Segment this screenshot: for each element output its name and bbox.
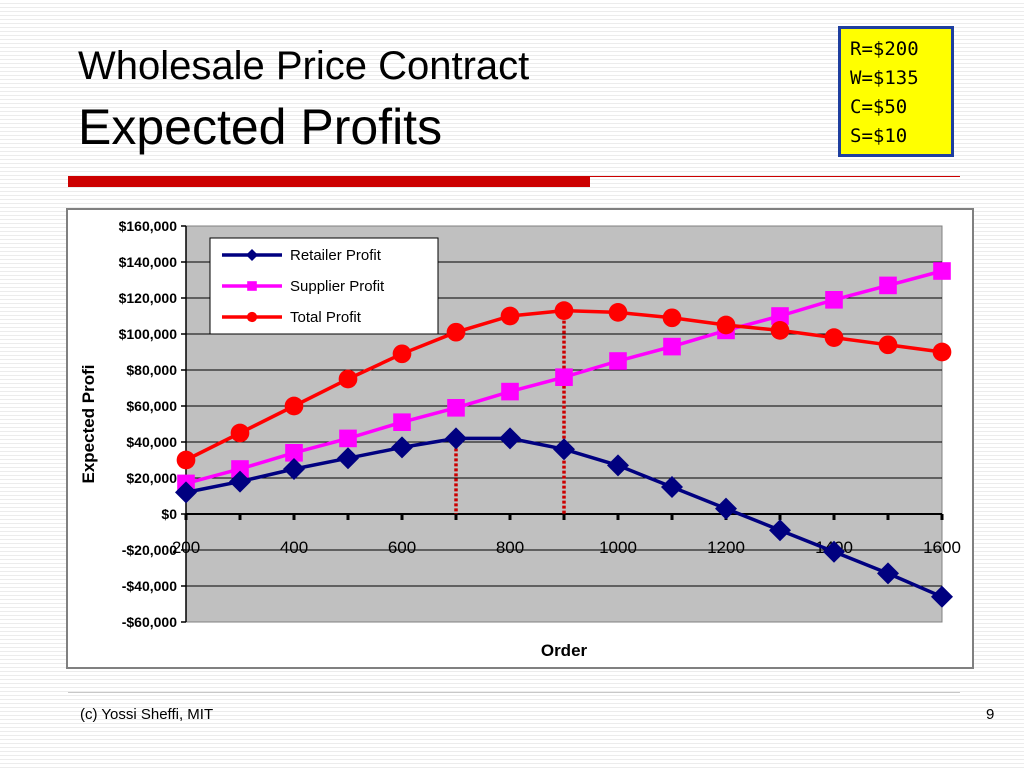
data-point: [933, 262, 951, 280]
x-tick-label: 1600: [923, 538, 961, 557]
page-number: 9: [986, 706, 995, 723]
data-point: [554, 301, 574, 320]
data-point: [555, 368, 573, 386]
y-tick-label: $20,000: [126, 470, 177, 486]
slide-title-line2: Expected Profits: [78, 99, 443, 155]
y-tick-label: $60,000: [126, 398, 177, 414]
data-point: [609, 352, 627, 370]
data-point: [284, 396, 304, 416]
chart-frame: $160,000 $140,000 $120,000 $100,000 $80,000 $…: [66, 208, 974, 669]
data-point: [877, 562, 899, 585]
data-point: [769, 519, 791, 542]
data-point: [823, 540, 845, 563]
data-point: [878, 335, 898, 355]
y-tick-label: -$60,000: [122, 614, 177, 630]
data-point: [176, 450, 196, 470]
footer-divider: [68, 692, 960, 693]
y-tick-label: $80,000: [126, 362, 177, 378]
y-tick-label: $100,000: [119, 326, 178, 342]
data-point: [716, 315, 736, 335]
data-point: [553, 438, 575, 461]
data-point: [393, 413, 411, 431]
y-axis-title: Expected Profi: [79, 364, 98, 483]
data-point: [663, 337, 681, 356]
legend-label: Supplier Profit: [290, 278, 385, 295]
data-point: [661, 476, 683, 498]
x-axis-title: Order: [541, 641, 588, 660]
data-point: [446, 322, 466, 342]
y-tick-label: $160,000: [119, 218, 178, 234]
data-point: [608, 303, 628, 322]
title-underline-thick: [68, 176, 590, 187]
y-tick-label: -$40,000: [122, 578, 177, 594]
data-point: [771, 307, 789, 325]
data-point: [715, 497, 737, 520]
data-point: [824, 328, 844, 347]
data-point: [229, 470, 251, 493]
data-point: [447, 399, 465, 417]
data-point: [770, 321, 790, 340]
data-point: [231, 460, 249, 478]
data-point: [445, 427, 467, 450]
parameters-box: R=$200 W=$135 C=$50 S=$10: [838, 26, 954, 157]
data-point: [337, 447, 359, 470]
data-point: [825, 291, 843, 309]
data-point: [338, 369, 358, 389]
param-cost: C=$50: [850, 96, 908, 118]
footer-credit: (c) Yossi Sheffi, MIT: [80, 706, 214, 723]
data-point: [392, 344, 412, 364]
data-point: [500, 306, 520, 326]
x-tick-label: 1000: [599, 538, 637, 557]
x-tick-label: 400: [280, 538, 308, 557]
data-point: [339, 429, 357, 448]
data-point: [501, 382, 519, 401]
x-tick-label: 1200: [707, 538, 745, 557]
x-tick-label: 800: [496, 538, 524, 557]
y-tick-label: -$20,000: [122, 542, 177, 558]
data-point: [931, 585, 953, 608]
y-tick-label: $140,000: [119, 254, 178, 270]
profit-chart: $160,000 $140,000 $120,000 $100,000 $80,000 $…: [79, 218, 961, 660]
x-tick-label: 600: [388, 538, 416, 557]
param-wholesale-price: W=$135: [850, 67, 919, 89]
param-salvage: S=$10: [850, 125, 908, 147]
data-point: [247, 281, 257, 291]
data-point: [175, 481, 197, 504]
data-point: [662, 308, 682, 328]
data-point: [607, 454, 629, 477]
data-point: [230, 423, 250, 443]
y-tick-label: $120,000: [119, 290, 178, 306]
y-tick-label: $40,000: [126, 434, 177, 450]
data-point: [879, 276, 897, 295]
legend-label: Retailer Profit: [290, 247, 382, 264]
data-point: [499, 427, 521, 450]
slide-title-line1: Wholesale Price Contract: [78, 44, 530, 88]
y-tick-label: $0: [161, 506, 177, 522]
data-point: [283, 458, 305, 480]
data-point: [932, 342, 952, 362]
data-point: [246, 249, 258, 261]
param-retail-price: R=$200: [850, 38, 919, 60]
x-tick-label: 200: [172, 538, 200, 557]
data-point: [285, 444, 303, 462]
title-underline-thin: [590, 176, 960, 177]
data-point: [391, 436, 413, 459]
legend-label: Total Profit: [290, 309, 362, 326]
data-point: [246, 311, 258, 323]
